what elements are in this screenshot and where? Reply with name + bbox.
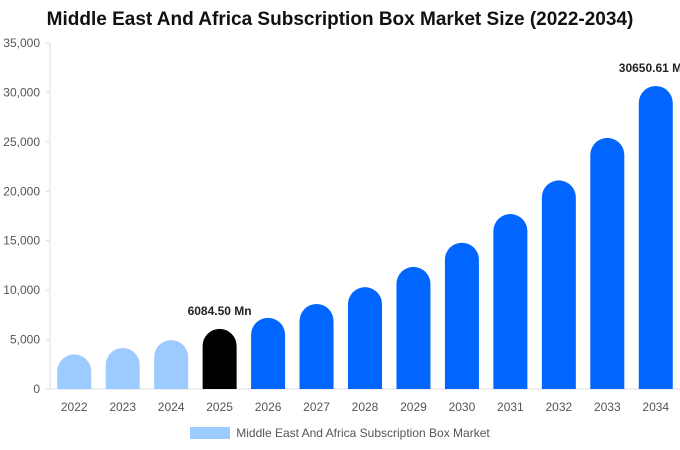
legend-label: Middle East And Africa Subscription Box … [236,426,490,440]
bar-2031 [493,214,528,389]
bar-2028 [348,287,382,389]
bar-2026 [251,317,286,389]
bar-2029 [396,266,431,389]
chart-title: Middle East And Africa Subscription Box … [46,9,634,30]
bar-2024 [154,340,189,389]
x-tick-label: 2031 [497,400,524,414]
annotations-group: 6084.50 Mn 30650.61 Mn [188,61,680,318]
x-tick-label: 2033 [594,400,621,414]
legend-swatch [190,427,231,439]
x-tick-label: 2024 [158,400,185,414]
bar-2022 [57,354,92,389]
bar-2033 [590,137,625,389]
data-label: 30650.61 Mn [619,61,680,75]
data-label: 6084.50 Mn [188,304,252,318]
bar-2032 [541,180,576,389]
y-axis-ticks: 0 5,000 10,000 15,000 20,000 25,000 30,000 35,0… [3,36,50,396]
bar-2027 [299,303,334,389]
bar-2025 [202,328,237,389]
legend: Middle East And Africa Subscription Box … [0,426,680,440]
bar-2030 [444,242,479,389]
x-tick-label: 2025 [206,400,233,414]
x-tick-label: 2030 [449,400,476,414]
y-tick-label: 10,000 [3,283,40,297]
x-tick-label: 2034 [642,400,669,414]
x-tick-label: 2023 [109,400,136,414]
x-tick-label: 2028 [352,400,379,414]
x-tick-label: 2027 [303,400,330,414]
x-axis-ticks: 2022 2023 2024 2025 2026 2027 2028 2029 2030 2031… [61,400,670,414]
y-tick-label: 5,000 [10,333,40,347]
x-tick-label: 2029 [400,400,427,414]
x-tick-label: 2032 [545,400,572,414]
y-tick-label: 0 [33,382,40,396]
y-tick-label: 20,000 [3,184,40,198]
y-tick-label: 15,000 [3,234,40,248]
bar-2023 [105,347,140,389]
bars-group [57,85,673,389]
y-tick-label: 30,000 [3,85,40,99]
bar-2034 [638,85,673,389]
x-tick-label: 2022 [61,400,88,414]
y-tick-label: 25,000 [3,135,40,149]
y-tick-label: 35,000 [3,36,40,50]
x-tick-label: 2026 [255,400,282,414]
